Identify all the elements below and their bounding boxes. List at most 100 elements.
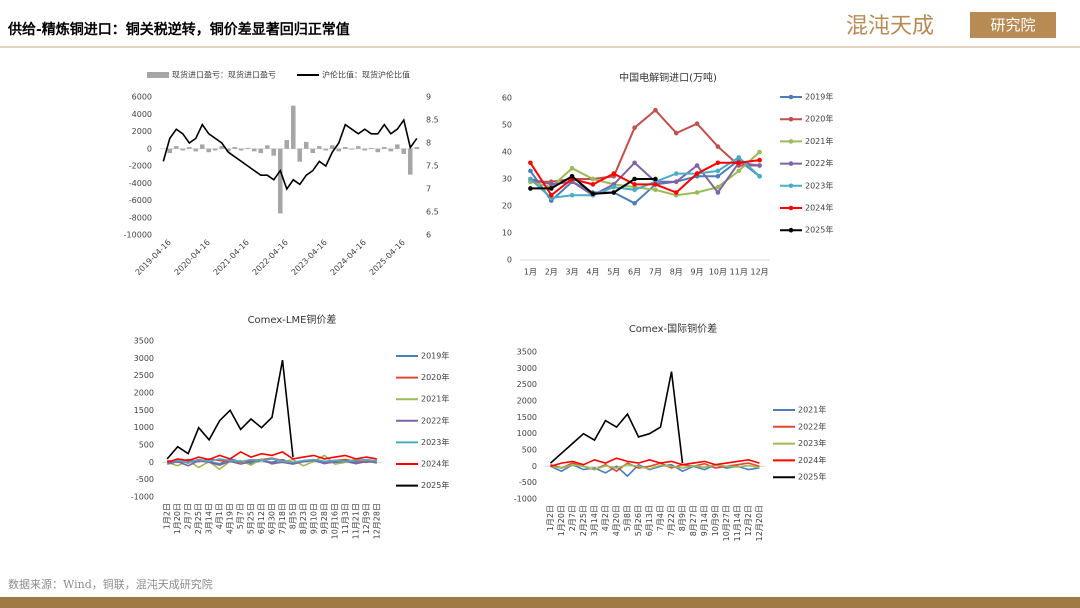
- y-tick-label: -1000: [514, 495, 537, 504]
- series-line: [549, 371, 684, 464]
- x-tick-label: 3月: [566, 268, 579, 277]
- y-tick-label: 1500: [517, 413, 537, 422]
- point: [590, 191, 596, 197]
- bar: [232, 147, 238, 149]
- legend-label: 沪伦比值：现货沪伦比值: [322, 70, 410, 80]
- point: [653, 187, 658, 193]
- point: [653, 182, 658, 187]
- legend-label: 2024年: [421, 459, 449, 469]
- legend-marker: [788, 139, 794, 144]
- x-tick-label: 5月25日: [247, 503, 256, 534]
- x-tick-label: 1月2日: [163, 503, 172, 529]
- series-line: [550, 457, 760, 468]
- legend-label: 2021年: [421, 394, 449, 404]
- y-tick-label: 2500: [517, 380, 537, 389]
- y-tick-label: 3500: [517, 348, 537, 357]
- x-tick-label: 4月1日: [215, 503, 224, 529]
- x-tick-label: 4月2日: [601, 505, 610, 531]
- point: [548, 182, 554, 187]
- series-line: [166, 450, 377, 464]
- y-tick-label: -500: [519, 478, 537, 487]
- point: [694, 121, 700, 126]
- x-tick-label: 8月9日: [678, 505, 687, 531]
- y2-tick-label: 8.5: [426, 116, 439, 125]
- x-tick-label: 12月28日: [372, 503, 381, 539]
- y-tick-label: -6000: [129, 196, 152, 205]
- x-tick-label: 2024-04-16: [329, 238, 368, 277]
- bar: [173, 146, 179, 149]
- y-tick-label: 500: [139, 441, 154, 450]
- bar: [186, 147, 192, 149]
- y-tick-label: 0: [507, 256, 512, 265]
- y-tick-label: 1000: [517, 429, 537, 438]
- y-tick-label: -500: [136, 475, 154, 484]
- x-tick-label: 10月9日: [711, 505, 720, 536]
- y-tick-label: 60: [502, 94, 512, 103]
- point: [673, 171, 679, 176]
- logo-box: [970, 12, 1056, 38]
- y-tick-label: 3000: [517, 364, 537, 373]
- legend-label: 2022年: [421, 415, 449, 425]
- y-tick-label: -1000: [131, 493, 154, 502]
- bar: [336, 148, 342, 152]
- y2-tick-label: 9: [426, 93, 431, 102]
- series-line: [550, 463, 760, 471]
- point: [757, 163, 762, 168]
- x-tick-label: 11月3日: [341, 503, 350, 534]
- bar: [303, 141, 309, 149]
- bar: [180, 148, 186, 151]
- bar: [316, 146, 322, 149]
- x-tick-label: 8月27日: [689, 505, 698, 536]
- bar: [329, 145, 335, 149]
- bar: [362, 148, 368, 151]
- point: [757, 174, 762, 179]
- x-tick-label: 8月5日: [288, 503, 297, 529]
- x-tick-label: 2025-04-16: [368, 238, 407, 277]
- x-tick-label: 4月20日: [612, 505, 621, 536]
- x-tick-label: 2月: [545, 268, 558, 277]
- point: [694, 163, 700, 168]
- legend-label: 2024年: [798, 455, 826, 465]
- legend-label: 2023年: [421, 437, 449, 447]
- x-tick-label: 1月: [524, 268, 537, 277]
- x-tick-label: 2021-04-16: [212, 238, 251, 277]
- x-tick-label: 6月: [628, 268, 641, 277]
- point: [528, 168, 533, 174]
- x-tick-label: 9月: [691, 268, 704, 277]
- x-tick-label: 7月18日: [278, 503, 287, 534]
- x-tick-label: 9月28日: [320, 503, 329, 534]
- legend-label: 2025年: [798, 472, 826, 482]
- point: [611, 190, 617, 195]
- x-tick-label: 8月23日: [299, 503, 308, 534]
- point: [715, 144, 721, 149]
- x-tick-label: 2月25日: [194, 503, 203, 534]
- y-tick-label: 2000: [517, 397, 537, 406]
- y-tick-label: 2000: [134, 389, 154, 398]
- point: [757, 157, 762, 163]
- slide-title: 供给-精炼铜进口：铜关税逆转，铜价差显著回归正常值: [7, 21, 350, 38]
- y2-tick-label: 8: [426, 139, 431, 148]
- bar: [245, 147, 251, 149]
- point: [632, 125, 637, 130]
- x-tick-label: 4月: [586, 268, 599, 277]
- x-tick-label: 2月7日: [568, 505, 577, 531]
- x-tick-label: 5月26日: [634, 505, 643, 536]
- chart-title: Comex-国际铜价差: [629, 322, 717, 335]
- legend-label: 2025年: [421, 480, 449, 490]
- y2-tick-label: 7.5: [426, 162, 439, 171]
- point: [528, 176, 533, 182]
- legend-label: 2024年: [805, 203, 833, 213]
- x-tick-label: 10月16日: [330, 503, 339, 539]
- point: [736, 168, 742, 174]
- x-tick-label: 3月14日: [205, 503, 214, 534]
- x-tick-label: 2022-04-16: [251, 238, 290, 277]
- point: [632, 160, 637, 166]
- y-tick-label: 3000: [134, 354, 154, 363]
- x-tick-label: 10月: [709, 268, 727, 277]
- y-tick-label: 1000: [134, 423, 154, 432]
- x-tick-label: 6月13日: [645, 505, 654, 536]
- point: [632, 176, 637, 182]
- chart-title: 中国电解铜进口(万吨): [619, 71, 717, 84]
- bar: [284, 140, 290, 149]
